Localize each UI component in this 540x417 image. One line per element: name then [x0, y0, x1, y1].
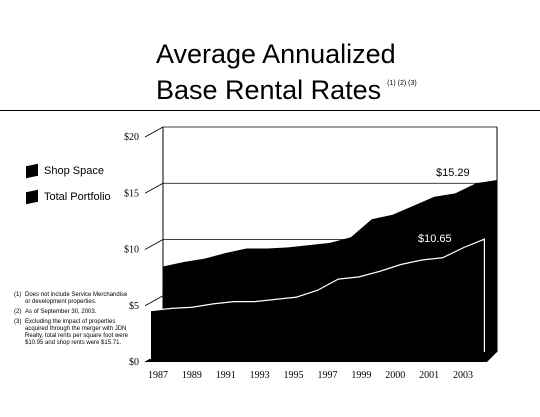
x-tick-label: 1987: [148, 370, 168, 381]
area-total-portfolio: [149, 238, 485, 360]
x-tick-label: 2003: [453, 370, 473, 381]
y-axis-ticks: $0 $5 $10 $15 $20: [124, 132, 139, 368]
data-label-total-portfolio: $10.65: [418, 233, 452, 245]
footnote-3-text: Excluding the impact of properties acqui…: [25, 319, 128, 346]
x-tick-label: 1993: [250, 370, 270, 381]
footnote-1-text: Does not include Service Merchandise or …: [25, 292, 128, 305]
chart-areas: [145, 179, 497, 362]
gridline-depth: [144, 126, 164, 138]
footnote-3-number: (3): [14, 319, 22, 325]
title-footnote-refs: (1) (2) (3): [387, 80, 417, 87]
footnote-2-text: As of September 30, 2003.: [25, 309, 97, 315]
x-axis-ticks: 1987 1989 1991 1993 1995 1997 1999 2000 2001 2003: [148, 370, 473, 381]
footnote-2-number: (2): [14, 309, 22, 315]
footnote-3: (3) Excluding the impact of properties a…: [14, 319, 134, 347]
data-labels: $15.29 $10.65: [418, 167, 470, 245]
y-tick-label: $15: [124, 188, 139, 199]
x-tick-label: 1991: [216, 370, 236, 381]
title-line-2: Base Rental Rates: [156, 75, 382, 105]
footnote-1: (1) Does not include Service Merchandise…: [14, 292, 134, 306]
chart-floor: [145, 352, 497, 362]
legend-label-shop-space: Shop Space: [44, 165, 104, 177]
y-tick-label: $10: [124, 245, 139, 256]
legend-label-total-portfolio: Total Portfolio: [44, 191, 111, 203]
title-line-1: Average Annualized: [156, 39, 396, 69]
x-tick-label: 2001: [419, 370, 439, 381]
y-tick-label: $0: [129, 357, 139, 368]
x-tick-label: 1997: [317, 370, 337, 381]
x-tick-label: 1989: [182, 370, 202, 381]
legend-item-shop-space: Shop Space: [26, 163, 104, 179]
legend-item-total-portfolio: Total Portfolio: [26, 189, 111, 205]
gridline-depth: [144, 239, 164, 250]
footnotes: (1) Does not include Service Merchandise…: [14, 292, 134, 350]
y-tick-label: $20: [124, 132, 139, 143]
x-tick-label: 1999: [351, 370, 371, 381]
chart-title: Average Annualized Base Rental Rates (1) …: [156, 40, 417, 105]
x-tick-label: 2000: [385, 370, 405, 381]
footnote-2: (2) As of September 30, 2003.: [14, 309, 134, 316]
header-divider: [0, 110, 540, 111]
gridline-depth: [144, 295, 164, 307]
data-label-shop-space: $15.29: [436, 167, 470, 179]
footnote-1-number: (1): [14, 292, 22, 298]
gridline-depth: [144, 182, 164, 194]
y-tick-label: $5: [129, 301, 139, 312]
x-tick-label: 1995: [284, 370, 304, 381]
